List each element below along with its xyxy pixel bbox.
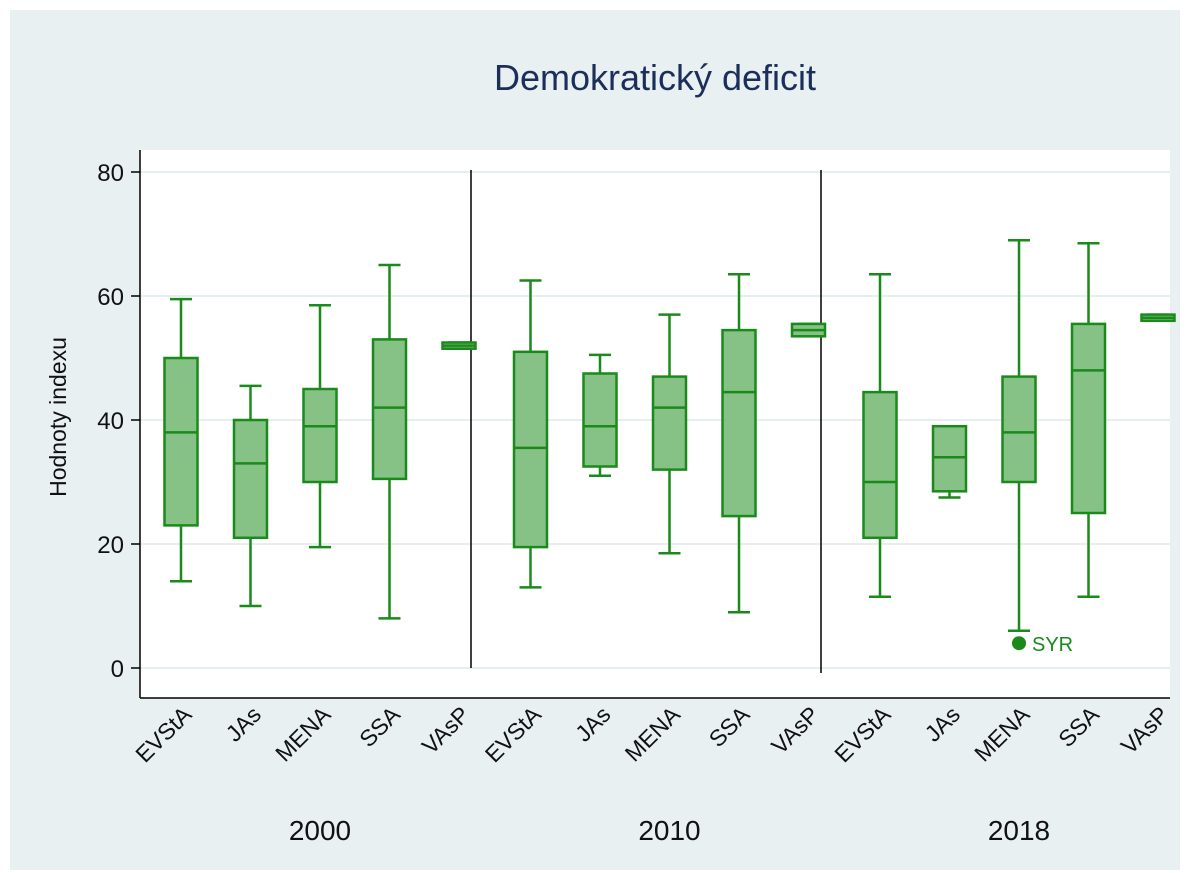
box-evsta: [862, 390, 898, 540]
x-tick-label: SSA: [704, 701, 755, 752]
y-tick-label: 0: [111, 656, 124, 683]
x-tick-label: EVStA: [829, 701, 896, 768]
box-mena: [1001, 375, 1037, 484]
y-tick-label: 60: [97, 284, 124, 311]
x-tick-label: SSA: [354, 701, 405, 752]
x-tick-label: VAsP: [417, 701, 475, 759]
box-ssa: [371, 338, 408, 481]
x-tick-label: EVStA: [480, 701, 547, 768]
x-tick-label: JAs: [920, 701, 965, 746]
chart-title: Demokratický deficit: [494, 57, 816, 98]
y-tick-label: 20: [97, 532, 124, 559]
box-evsta: [163, 356, 199, 527]
box-jas: [232, 418, 269, 540]
x-tick-label: MENA: [969, 701, 1035, 767]
x-tick-label: SSA: [1053, 701, 1104, 752]
panel-label: 2018: [988, 815, 1050, 846]
x-tick-label: JAs: [570, 701, 615, 746]
box-mena: [651, 375, 688, 471]
panel-label: 2000: [289, 815, 351, 846]
x-tick-label: JAs: [221, 701, 266, 746]
box-jas: [931, 424, 968, 493]
box-jas: [582, 372, 618, 468]
panel-label: 2010: [638, 815, 700, 846]
x-tick-label: VAsP: [766, 701, 824, 759]
chart-frame: Demokratický deficit Hodnoty indexu 0 20 4…: [10, 10, 1180, 870]
box-mena: [302, 387, 338, 484]
box-plot-chart: Demokratický deficit Hodnoty indexu 0 20 4…: [45, 57, 1176, 846]
outlier-label: SYR: [1032, 634, 1073, 656]
y-axis-label: Hodnoty indexu: [45, 337, 71, 497]
box-ssa: [721, 328, 757, 518]
x-tick-label: MENA: [620, 701, 686, 767]
x-tick-label: EVStA: [130, 701, 197, 768]
y-tick-label: 40: [97, 408, 124, 435]
x-tick-label: MENA: [270, 701, 336, 767]
outlier-point: [1012, 636, 1026, 651]
y-tick-label: 80: [97, 160, 124, 187]
box-ssa: [1070, 322, 1107, 515]
x-tick-label: VAsP: [1116, 701, 1174, 759]
box-evsta: [512, 350, 549, 549]
